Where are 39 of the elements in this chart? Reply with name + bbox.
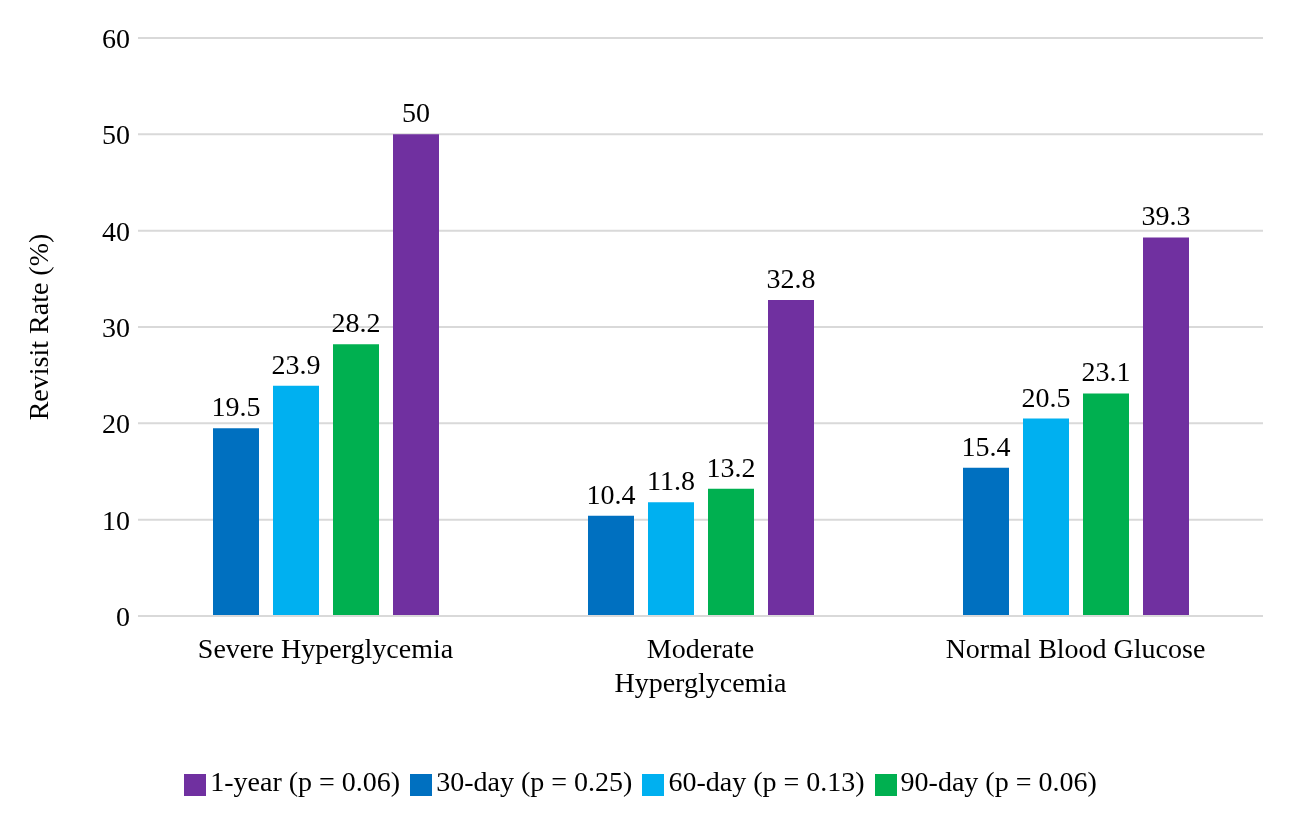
data-label: 39.3	[1141, 200, 1191, 232]
data-label: 32.8	[766, 263, 816, 295]
data-label: 15.4	[961, 430, 1011, 462]
data-label: 10.4	[586, 478, 636, 510]
x-tick-label: Moderate Hyperglycemia	[614, 633, 788, 698]
bar	[273, 385, 319, 616]
y-tick-label: 60	[102, 22, 130, 54]
data-label: 20.5	[1021, 381, 1071, 413]
x-tick-label: Normal Blood Glucose	[945, 633, 1206, 664]
y-tick-label: 50	[102, 119, 130, 151]
data-label: 11.8	[647, 465, 695, 497]
bar	[963, 467, 1009, 616]
bar	[768, 300, 814, 616]
y-tick-label: 0	[116, 600, 130, 632]
y-tick-label: 10	[102, 504, 130, 536]
legend-label: 90-day (p = 0.06)	[900, 766, 1097, 797]
data-label: 23.9	[271, 348, 321, 380]
legend-label: 60-day (p = 0.13)	[668, 766, 865, 797]
data-label: 23.1	[1081, 356, 1131, 388]
y-tick-label: 30	[102, 311, 130, 343]
bar	[1143, 237, 1189, 616]
bar	[1023, 418, 1069, 616]
y-axis-title: Revisit Rate (%)	[22, 233, 54, 421]
data-label: 28.2	[331, 307, 381, 339]
data-label: 19.5	[211, 391, 261, 423]
bar	[213, 428, 259, 616]
legend-label: 1-year (p = 0.06)	[210, 766, 401, 797]
y-tick-label: 40	[102, 215, 130, 247]
y-tick-label: 20	[102, 408, 130, 440]
bar	[1083, 393, 1129, 616]
data-label: 13.2	[706, 451, 756, 483]
bar	[393, 134, 439, 616]
bar	[588, 515, 634, 616]
x-tick-label: Severe Hyperglycemia	[197, 633, 454, 664]
data-label: 50	[402, 97, 430, 129]
legend-label: 30-day (p = 0.25)	[436, 766, 633, 797]
bar	[333, 344, 379, 616]
bar	[708, 488, 754, 616]
bar	[648, 502, 694, 616]
